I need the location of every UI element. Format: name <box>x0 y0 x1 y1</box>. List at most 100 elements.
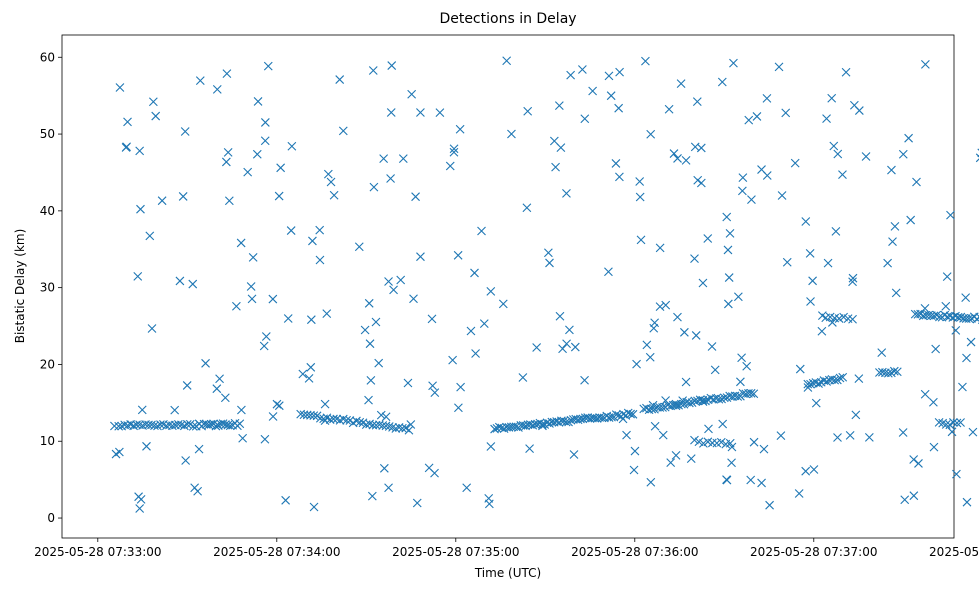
data-point <box>848 314 857 324</box>
data-point <box>315 255 325 265</box>
data-point <box>306 315 316 325</box>
data-point <box>811 398 821 408</box>
data-point <box>956 312 966 322</box>
data-point <box>195 76 205 86</box>
data-point <box>841 67 851 77</box>
data-point <box>962 353 971 363</box>
data-point <box>851 410 861 420</box>
data-point <box>931 344 941 354</box>
data-point <box>135 146 145 156</box>
data-point <box>845 430 855 440</box>
data-point <box>360 325 370 335</box>
data-point <box>604 71 614 81</box>
data-point <box>690 396 700 406</box>
data-point <box>213 420 222 429</box>
data-point <box>814 379 823 388</box>
data-point <box>801 217 811 226</box>
data-point <box>142 441 151 451</box>
data-point <box>707 342 717 351</box>
data-point <box>848 277 857 287</box>
data-point <box>947 427 957 437</box>
data-point <box>153 421 162 431</box>
data-point <box>904 133 913 143</box>
data-point <box>272 399 282 409</box>
data-point <box>224 196 234 206</box>
y-tick-label: 50 <box>40 127 55 141</box>
data-point <box>364 395 373 405</box>
data-point <box>384 277 393 286</box>
data-point <box>220 393 230 403</box>
data-point <box>386 174 395 183</box>
data-point <box>823 258 833 268</box>
data-point <box>615 172 624 182</box>
data-point <box>909 455 919 464</box>
data-point <box>607 412 616 422</box>
data-point <box>188 279 198 289</box>
data-point <box>914 459 923 468</box>
data-point <box>188 421 198 431</box>
data-point <box>854 374 864 383</box>
data-point <box>554 101 564 111</box>
y-axis: 0 10 20 30 40 50 60 <box>40 50 62 525</box>
data-point <box>906 215 916 225</box>
data-point <box>681 377 691 387</box>
data-point <box>669 149 679 158</box>
data-point <box>687 398 697 407</box>
data-point <box>920 389 930 399</box>
data-point <box>611 410 621 420</box>
data-point <box>322 309 332 318</box>
data-point <box>570 342 580 352</box>
data-point <box>484 494 494 503</box>
data-point <box>201 358 210 368</box>
data-point <box>693 175 703 185</box>
data-point <box>737 353 746 363</box>
data-point <box>891 288 901 298</box>
data-point <box>790 158 800 168</box>
data-point <box>173 419 183 429</box>
data-point <box>809 465 819 474</box>
data-point <box>329 190 339 200</box>
data-point <box>698 397 708 407</box>
data-point <box>701 396 710 406</box>
data-point <box>794 489 804 498</box>
data-point <box>646 129 656 139</box>
data-point <box>717 394 726 404</box>
data-point <box>661 396 670 405</box>
data-point <box>148 97 158 107</box>
data-point <box>396 275 406 285</box>
data-point <box>354 242 364 252</box>
data-point <box>877 348 887 358</box>
data-point <box>611 159 621 168</box>
data-point <box>946 210 955 220</box>
data-point <box>398 154 408 164</box>
data-point <box>658 430 668 440</box>
data-point <box>428 381 437 391</box>
data-point <box>666 458 676 468</box>
data-point <box>466 326 476 336</box>
data-point <box>635 177 645 186</box>
data-point <box>470 268 479 278</box>
data-point <box>746 388 756 398</box>
data-point <box>315 225 325 235</box>
data-point <box>147 324 157 333</box>
data-point <box>225 421 235 431</box>
data-point <box>110 421 119 431</box>
y-tick-label: 20 <box>40 357 55 371</box>
data-point <box>831 227 841 236</box>
data-point <box>409 294 418 304</box>
data-point <box>817 311 827 321</box>
data-point <box>274 191 284 201</box>
data-point <box>537 419 547 429</box>
data-point <box>646 477 656 487</box>
data-point <box>725 229 735 238</box>
data-point <box>178 192 188 201</box>
data-point <box>486 287 496 296</box>
data-point <box>746 475 756 485</box>
data-point <box>861 152 871 161</box>
data-point <box>710 365 720 375</box>
data-point <box>694 437 704 447</box>
data-point <box>338 126 348 136</box>
data-points <box>110 56 979 513</box>
data-point <box>569 450 579 459</box>
data-point <box>403 378 413 388</box>
